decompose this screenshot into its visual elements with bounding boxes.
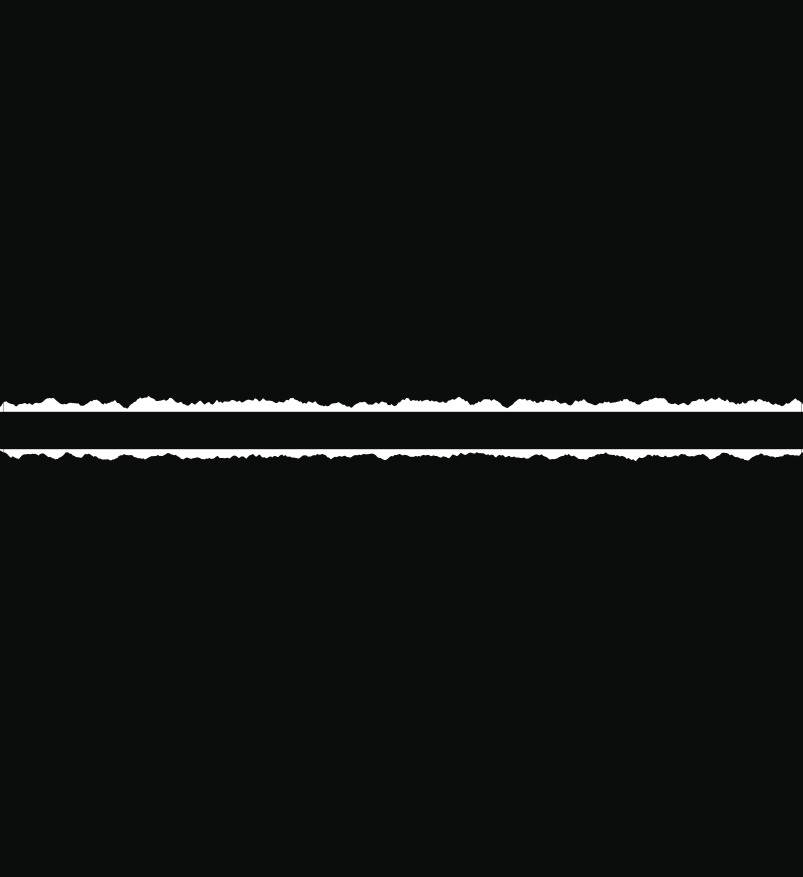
Text: A speed limit of 30 miles per hour (48km/h) applies to all single and dual
carri: A speed limit of 30 miles per hour (48km…	[26, 137, 621, 174]
Text: 70 (112): 70 (112)	[479, 458, 542, 473]
Text: 30 (48): 30 (48)	[218, 458, 271, 473]
Text: 60 (96): 60 (96)	[321, 458, 375, 473]
Text: 👑 GOV.UK: 👑 GOV.UK	[18, 18, 155, 44]
Text: Dual
carriageways
mph (km/h): Dual carriageways mph (km/h)	[479, 237, 589, 296]
Text: Motorhomes or
motor caravans
(more than 3.05
tonnes
maximum
unladen weight): Motorhomes or motor caravans (more than …	[26, 660, 161, 795]
Text: Motorways
mph (km/h): Motorways mph (km/h)	[638, 237, 732, 274]
Text: 70 (112): 70 (112)	[638, 660, 699, 675]
Polygon shape	[0, 0, 803, 408]
Text: 60 (96): 60 (96)	[479, 660, 532, 675]
Bar	[0, 0, 803, 62]
Bar	[0, 412, 803, 448]
Text: 50 (80): 50 (80)	[321, 660, 375, 675]
Text: Motorhomes or
motor caravans
(not more than
3.05 tonnes
maximum
unladen weight): Motorhomes or motor caravans (not more t…	[26, 458, 161, 593]
Text: National speed limits: National speed limits	[26, 92, 308, 116]
Text: Built-
up
areas
mph
(km/h): Built- up areas mph (km/h)	[218, 237, 271, 339]
Text: 30 (48): 30 (48)	[218, 660, 271, 675]
Polygon shape	[0, 451, 803, 877]
Text: Single
carriageways
mph (km/h): Single carriageways mph (km/h)	[321, 237, 431, 296]
Text: 70 (112): 70 (112)	[638, 458, 699, 473]
